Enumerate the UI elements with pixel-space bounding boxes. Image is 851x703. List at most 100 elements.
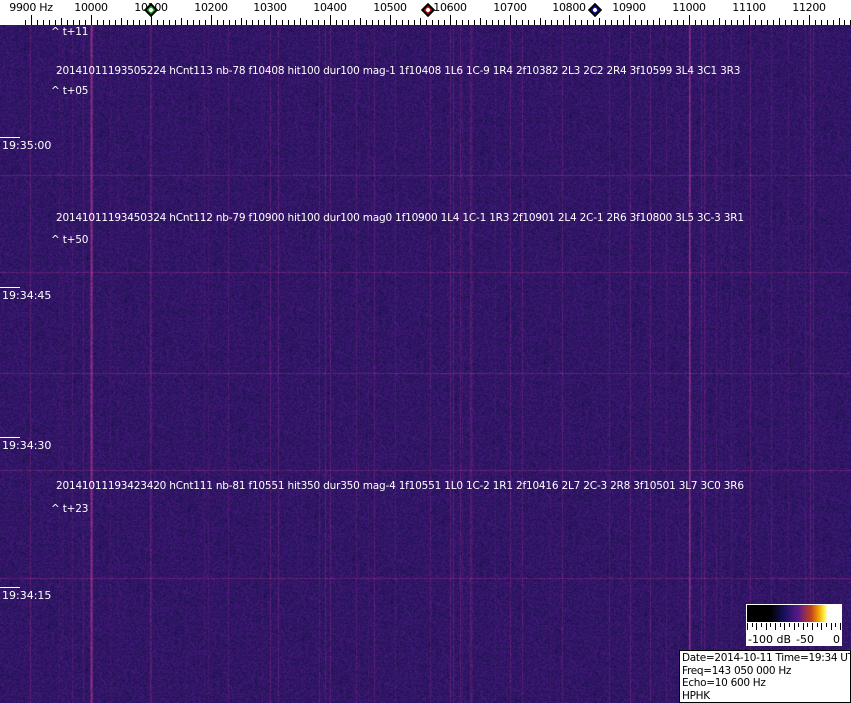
axis-tick <box>408 20 409 25</box>
axis-tick <box>498 20 499 25</box>
axis-tick <box>133 20 134 25</box>
time-offset-label: ^ t+50 <box>51 234 89 246</box>
axis-tick <box>468 20 469 25</box>
axis-tick <box>689 15 690 25</box>
axis-tick <box>223 20 224 25</box>
axis-tick <box>348 20 349 25</box>
axis-tick <box>103 20 104 25</box>
axis-tick <box>211 15 212 25</box>
axis-tick <box>833 20 834 25</box>
axis-tick <box>49 20 50 25</box>
axis-tick <box>785 20 786 25</box>
axis-tick <box>235 20 236 25</box>
axis-tick <box>653 20 654 25</box>
timestamp-tick <box>0 587 20 588</box>
axis-tick <box>25 20 26 25</box>
colorbar-tick <box>812 623 814 630</box>
timestamp-label: 19:34:45 <box>2 289 52 302</box>
colorbar-tick <box>830 623 832 630</box>
axis-tick <box>396 20 397 25</box>
axis-tick <box>378 20 379 25</box>
detection-line: 20141011193450324 hCnt112 nb-79 f10900 h… <box>56 212 744 224</box>
axis-tick <box>575 20 576 25</box>
axis-tick <box>199 20 200 25</box>
axis-tick-label: 11200 <box>792 1 826 14</box>
axis-tick <box>366 20 367 25</box>
axis-tick <box>779 18 780 25</box>
axis-tick <box>79 20 80 25</box>
axis-tick <box>767 20 768 25</box>
axis-tick <box>288 20 289 25</box>
axis-tick <box>97 20 98 25</box>
info-box: Date=2014-10-11 Time=19:34 UTC Freq=143 … <box>679 650 851 703</box>
axis-tick <box>360 18 361 25</box>
timestamp-label: 19:35:00 <box>2 139 52 152</box>
axis-tick <box>342 20 343 25</box>
axis-tick <box>755 20 756 25</box>
axis-tick <box>420 18 421 25</box>
axis-tick <box>522 20 523 25</box>
axis-tick <box>246 20 247 25</box>
axis-tick <box>665 20 666 25</box>
axis-tick <box>312 20 313 25</box>
timestamp-tick <box>0 137 20 138</box>
axis-tick <box>540 18 541 25</box>
colorbar-tick <box>788 623 790 627</box>
axis-tick <box>695 20 696 25</box>
axis-tick <box>115 20 116 25</box>
axis-tick <box>593 20 594 25</box>
axis-tick <box>844 20 845 25</box>
axis-tick <box>43 20 44 25</box>
colorbar-legend: -100 dB -50 0 <box>746 604 842 646</box>
axis-tick-label: 11000 <box>672 1 706 14</box>
axis-tick <box>516 20 517 25</box>
axis-tick-label: 10200 <box>194 1 228 14</box>
axis-tick <box>587 20 588 25</box>
axis-tick <box>839 18 840 25</box>
axis-tick <box>241 18 242 25</box>
axis-tick <box>390 15 391 25</box>
axis-tick <box>773 20 774 25</box>
axis-tick <box>37 20 38 25</box>
colorbar-tick <box>765 623 767 630</box>
axis-tick <box>743 20 744 25</box>
axis-tick-label: 11100 <box>732 1 766 14</box>
axis-tick <box>181 18 182 25</box>
timestamp-tick <box>0 287 20 288</box>
axis-tick <box>414 20 415 25</box>
axis-tick <box>432 20 433 25</box>
axis-tick <box>569 15 570 25</box>
axis-tick <box>193 20 194 25</box>
axis-tick <box>252 20 253 25</box>
axis-tick <box>545 20 546 25</box>
colorbar-tick <box>760 623 762 627</box>
blue-marker[interactable] <box>587 2 603 18</box>
colorbar-tick <box>816 623 818 627</box>
axis-tick <box>809 15 810 25</box>
time-offset-label: ^ t+05 <box>51 85 89 97</box>
colorbar-tick <box>779 623 781 627</box>
frequency-axis: 9900 Hz 10000101001020010300104001050010… <box>0 0 851 25</box>
axis-tick <box>151 15 152 25</box>
axis-tick <box>474 20 475 25</box>
axis-tick <box>803 20 804 25</box>
colorbar-tick <box>798 623 800 627</box>
axis-tick <box>456 20 457 25</box>
colorbar-tick <box>747 623 748 630</box>
axis-tick <box>318 20 319 25</box>
axis-tick <box>462 20 463 25</box>
axis-tick <box>145 20 146 25</box>
axis-tick <box>31 15 32 25</box>
colorbar-label-min: -100 dB <box>748 633 791 646</box>
colorbar-tick <box>756 623 758 630</box>
axis-tick <box>384 20 385 25</box>
axis-tick-label: 10400 <box>313 1 347 14</box>
colorbar-tick <box>835 623 837 627</box>
axis-tick <box>623 20 624 25</box>
axis-tick <box>270 15 271 25</box>
axis-tick <box>510 15 511 25</box>
time-offset-label: ^ t+23 <box>51 503 89 515</box>
axis-tick <box>55 20 56 25</box>
axis-tick <box>581 20 582 25</box>
